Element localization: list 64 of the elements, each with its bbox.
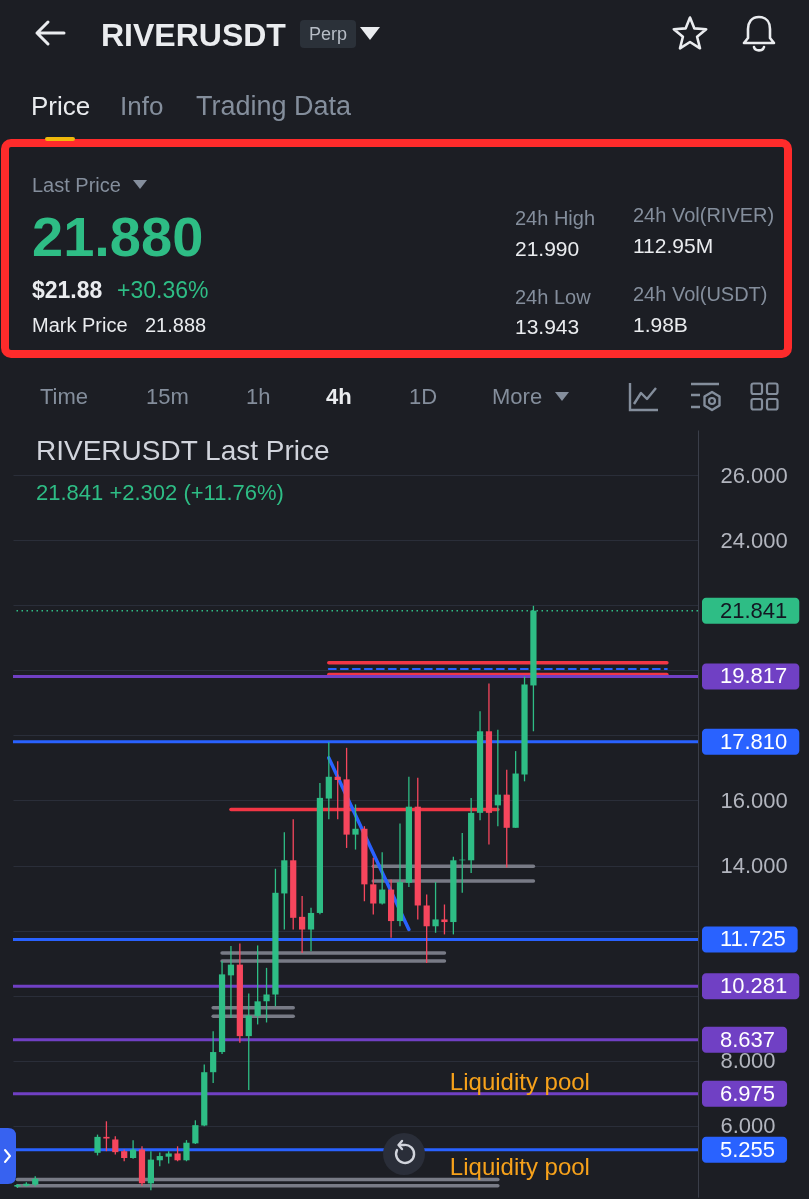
text: 21.990 (515, 236, 580, 260)
candlestick (423, 893, 430, 964)
text: 4h (326, 384, 352, 409)
candlestick (147, 1150, 154, 1191)
annotation: Liquidity pool (449, 1153, 590, 1180)
candlestick (183, 1139, 190, 1162)
candlestick (94, 1133, 101, 1157)
candlestick (379, 851, 386, 906)
candlestick (227, 945, 235, 1019)
candlestick (103, 1120, 110, 1152)
text: 13.943 (515, 314, 580, 338)
text: Info (120, 91, 164, 121)
candlestick (192, 1119, 199, 1145)
candlestick (441, 903, 448, 936)
text: Perp (300, 20, 357, 48)
y-tick-label: 14.000 (720, 853, 788, 878)
candlestick (370, 857, 377, 916)
text: 24h Vol(RIVER) (633, 204, 775, 226)
text: 21.880 (32, 205, 204, 268)
candlestick (334, 760, 341, 820)
ref-line-label: 19.817 (720, 663, 788, 689)
text: More (492, 384, 543, 409)
text: 24h High (515, 207, 596, 229)
y-tick-label: 24.000 (720, 528, 788, 553)
candlestick (494, 729, 501, 827)
candlestick (299, 895, 306, 954)
ref-line-label: 5.255 (720, 1136, 776, 1162)
chart-title: RIVERUSDT Last Price (36, 435, 330, 466)
text: 21.841 +2.302 (+11.76%) (36, 480, 284, 505)
text: 1D (409, 384, 438, 409)
candlestick (254, 944, 261, 1026)
candlestick (210, 1030, 217, 1084)
text: Mark Price (32, 314, 128, 336)
candlestick (129, 1139, 137, 1160)
text: Last Price (32, 174, 121, 196)
ref-line-label: 11.725 (720, 926, 786, 952)
text: Price (31, 91, 91, 121)
text: 24h Vol(USDT) (633, 283, 768, 305)
candlestick (112, 1135, 119, 1156)
ref-line-label: 6.975 (720, 1080, 776, 1106)
text: $21.88 (32, 276, 103, 303)
text: 21.888 (145, 314, 207, 336)
annotation: Liquidity pool (449, 1068, 590, 1095)
candlestick (432, 881, 439, 934)
candlestick (352, 803, 359, 851)
ref-line-label: 21.841 (720, 597, 788, 623)
candlestick (245, 992, 252, 1091)
candlestick (307, 907, 315, 952)
ref-line-label: 10.281 (720, 973, 788, 999)
text: 112.95M (633, 233, 714, 257)
text: 15m (146, 384, 189, 409)
text: 1h (246, 384, 271, 409)
y-tick-label: 16.000 (720, 788, 788, 813)
text: Time (40, 384, 89, 409)
text: 24h Low (515, 286, 591, 308)
text: 1.98B (633, 312, 688, 336)
y-tick-label: 6.000 (720, 1113, 776, 1138)
text: +30.36% (117, 276, 209, 303)
text: RIVERUSDT (101, 17, 286, 53)
ref-line-label: 17.810 (720, 728, 788, 754)
text: Trading Data (196, 90, 352, 121)
candlestick (263, 967, 270, 1024)
candlestick (325, 741, 332, 820)
y-tick-label: 26.000 (720, 463, 788, 488)
